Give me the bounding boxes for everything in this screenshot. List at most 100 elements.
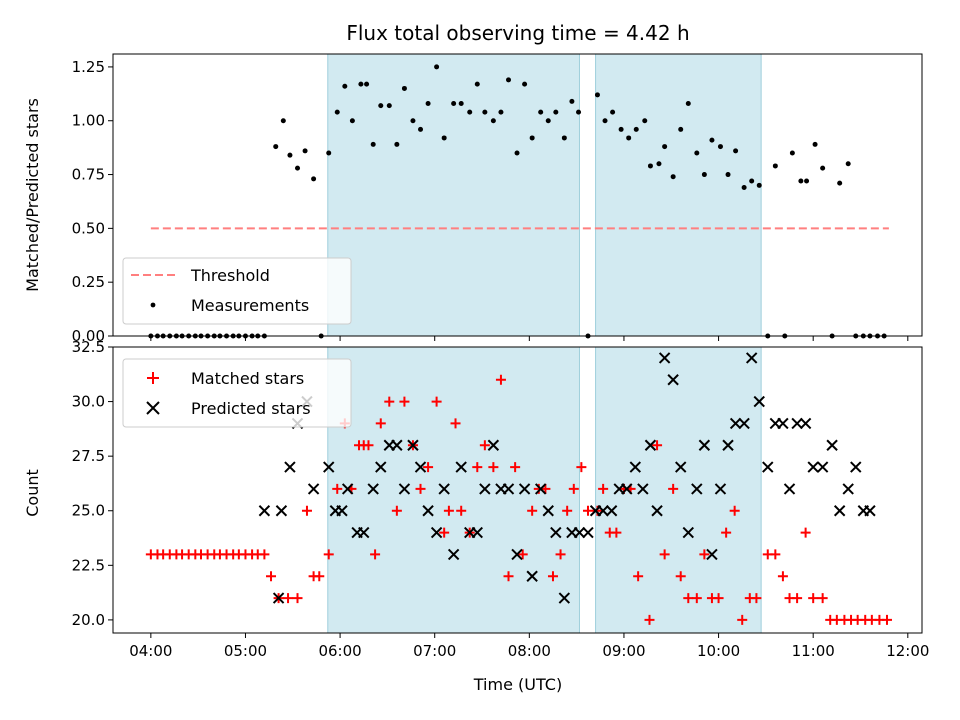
predicted-star-marker <box>430 526 443 539</box>
measurement-point <box>425 101 431 107</box>
measurement-point <box>506 77 512 83</box>
bottom-y-tick-label: 27.5 <box>72 447 105 465</box>
matched-star-marker <box>644 614 655 625</box>
measurement-point <box>642 118 648 124</box>
measurement-point <box>772 163 778 169</box>
predicted-star-marker <box>621 483 633 495</box>
predicted-star-marker <box>651 505 663 517</box>
top-y-tick-label: 1.00 <box>72 112 105 130</box>
matched-star-marker <box>495 374 506 385</box>
matched-star-marker <box>582 505 593 516</box>
measurement-point <box>789 150 795 156</box>
measurement-point <box>522 81 528 87</box>
predicted-star-marker <box>398 483 411 495</box>
threshold-legend-label: Threshold <box>190 266 270 285</box>
measurement-point <box>378 103 384 109</box>
predicted-star-marker <box>753 395 765 408</box>
measurement-point <box>458 101 464 107</box>
predicted-star-marker <box>597 505 609 517</box>
matched-star-marker <box>431 396 442 407</box>
predicted-star-marker <box>698 439 711 451</box>
matched-star-marker <box>817 593 828 604</box>
matched-star-marker <box>399 396 410 407</box>
measurement-point <box>820 165 826 171</box>
measurements-legend-label: Measurements <box>191 296 309 315</box>
measurement-point <box>538 109 544 115</box>
predicted-star-marker <box>336 505 348 517</box>
matched-star-marker <box>598 483 609 494</box>
measurement-point <box>280 118 286 124</box>
matched-star-marker <box>668 483 679 494</box>
bottom-y-axis-label: Count <box>23 469 42 517</box>
predicted-star-marker <box>864 505 876 517</box>
measurement-point <box>685 101 691 107</box>
matched-star-marker <box>737 614 748 625</box>
predicted-star-marker <box>407 439 419 451</box>
matched-star-marker <box>633 571 644 582</box>
matched-star-marker <box>699 549 710 560</box>
matched-star-marker <box>555 549 566 560</box>
bottom-axes-frame <box>112 346 923 634</box>
predicted-star-marker <box>826 439 838 451</box>
measurement-point <box>725 172 731 178</box>
measurement-point <box>326 150 332 156</box>
matched-star-marker <box>292 593 303 604</box>
matched-star-marker <box>439 527 450 538</box>
top-legend: Threshold Measurements <box>122 257 352 325</box>
measurement-point <box>837 180 843 186</box>
bottom-y-tick-label: 25.0 <box>72 502 105 520</box>
x-tick-label: 11:00 <box>792 642 835 660</box>
predicted-star-marker <box>706 548 718 561</box>
measurement-point <box>418 126 424 132</box>
measurement-point <box>798 178 804 184</box>
measurement-point <box>349 118 355 124</box>
predicted-star-marker <box>323 461 335 473</box>
matched-star-marker <box>547 571 558 582</box>
top-y-tick-label: 0.75 <box>72 166 105 184</box>
predicted-star-marker <box>714 483 727 495</box>
matched-star-marker <box>562 505 573 516</box>
measurement-point <box>633 126 639 132</box>
matched-star-marker <box>659 549 670 560</box>
top-axes-frame <box>112 53 923 337</box>
matched-star-marker <box>721 527 732 538</box>
bottom-y-tick-label: 22.5 <box>72 556 105 574</box>
predicted-star-marker <box>833 505 846 517</box>
matched-star-marker <box>391 505 402 516</box>
top-y-tick-label: 0.50 <box>72 219 105 237</box>
measurement-point <box>498 109 504 115</box>
predicted-star-marker <box>367 483 379 495</box>
predicted-star-marker <box>738 417 750 430</box>
x-tick-label: 09:00 <box>602 642 645 660</box>
predicted-star-marker <box>455 461 467 473</box>
top-shaded-span <box>595 53 762 337</box>
measurement-point <box>441 135 447 141</box>
measurement-point <box>529 135 535 141</box>
measurement-point <box>709 137 715 143</box>
measurement-point <box>434 64 440 70</box>
predicted-star-marker <box>791 417 803 430</box>
matched-star-marker <box>576 462 587 473</box>
matched-star-marker <box>259 549 270 560</box>
measurement-point <box>845 161 851 167</box>
matched-star-marker <box>479 440 490 451</box>
matched-star-marker <box>691 593 702 604</box>
measurement-point <box>410 118 416 124</box>
measurement-point <box>401 85 407 91</box>
x-tick-label: 10:00 <box>697 642 740 660</box>
matched-star-marker <box>675 571 686 582</box>
predicted-star-marker <box>550 526 562 539</box>
predicted-star-marker <box>447 548 460 561</box>
ratio-panel: 0.00 0.25 0.50 0.75 1.00 1.25 <box>72 53 923 345</box>
x-tick-label: 07:00 <box>413 642 456 660</box>
measurement-point <box>662 144 668 150</box>
predicted-star-marker <box>745 352 758 364</box>
measurement-point <box>701 172 707 178</box>
x-tick-label: 12:00 <box>886 642 929 660</box>
x-tick-label: 04:00 <box>129 642 172 660</box>
predicted-star-marker <box>422 505 434 517</box>
predicted-star-marker <box>783 483 796 495</box>
matched-star-marker <box>568 483 579 494</box>
measurement-point <box>467 109 473 115</box>
